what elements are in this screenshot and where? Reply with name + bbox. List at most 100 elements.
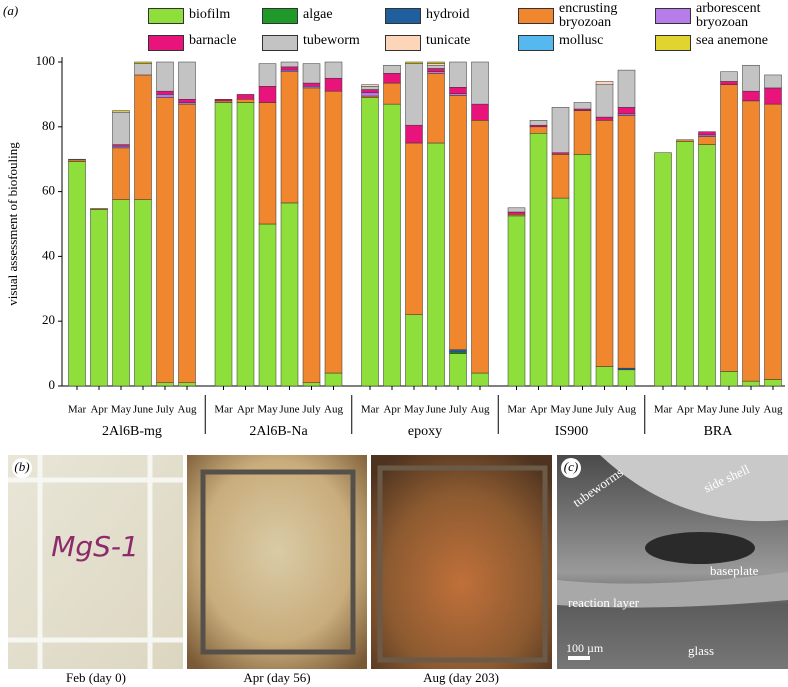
bar-segment (595, 366, 614, 387)
bar-segment (449, 349, 467, 353)
legend-label: algae (303, 7, 333, 22)
frame (200, 469, 356, 655)
bar-segment (324, 90, 343, 374)
bar-segment (698, 136, 716, 145)
bar-segment (112, 199, 130, 387)
x-tick-label: May (404, 404, 425, 416)
x-tick-label: June (133, 404, 153, 416)
bar-segment (258, 86, 277, 103)
bar-segment (112, 147, 130, 200)
bar-segment (405, 142, 423, 315)
bar-segment (617, 369, 636, 387)
legend-swatch (148, 8, 184, 24)
bar-segment (764, 379, 782, 387)
bar-segment (551, 197, 570, 387)
label-badge (561, 458, 581, 478)
x-tick-label: July (156, 404, 175, 416)
x-tick-label: May (550, 404, 571, 416)
bar-segment (449, 61, 467, 88)
x-tick-label: Aug (178, 404, 197, 416)
bar-segment (90, 208, 108, 210)
x-tick-label: July (449, 404, 468, 416)
bar-segment (156, 90, 174, 95)
legend-swatch (262, 8, 298, 24)
bar-segment (471, 103, 489, 121)
legend-label: encrusting bryozoan (559, 1, 618, 30)
bar-segment (258, 102, 277, 225)
scale-bar (568, 656, 590, 660)
bar-segment (178, 103, 196, 384)
bar-segment (134, 61, 152, 64)
bar-segment (324, 61, 343, 79)
bar-segment (280, 61, 299, 68)
bar-segment (280, 66, 299, 71)
bar-segment (573, 110, 592, 155)
bar-segment (236, 94, 255, 100)
x-tick-label: July (302, 404, 321, 416)
legend-label: hydroid (426, 7, 470, 22)
bar-segment (617, 69, 636, 108)
x-tick-label: Apr (90, 404, 107, 416)
x-tick-label: Apr (530, 404, 547, 416)
bar-segment (361, 86, 379, 90)
photo (371, 455, 552, 669)
y-tick-label: 80 (42, 118, 55, 133)
x-tick-label: Mar (214, 404, 233, 416)
bar-segment (383, 64, 401, 74)
bar-segment (405, 124, 423, 144)
bar-segment (324, 372, 343, 387)
bar-segment (654, 152, 672, 387)
bar-segment (595, 84, 614, 118)
label-badge (12, 458, 32, 478)
legend-label: sea anemone (696, 33, 768, 48)
bar-segment (258, 223, 277, 387)
bar-segment (361, 97, 379, 387)
y-tick-label: 60 (42, 183, 55, 198)
bar-segment (68, 161, 86, 387)
bar-segment (68, 158, 86, 161)
panel-label: (b) (14, 459, 29, 474)
frame (8, 455, 183, 669)
x-tick-label: Apr (383, 404, 400, 416)
bar-segment (676, 139, 694, 142)
bar-segment (471, 372, 489, 387)
legend-swatch (385, 35, 421, 51)
bar-segment (529, 133, 548, 387)
bar-segment (361, 89, 379, 94)
bar-segment (529, 126, 548, 134)
bar-segment (383, 103, 401, 387)
x-tick-label: June (426, 404, 446, 416)
x-tick-label: May (257, 404, 278, 416)
bar-segment (698, 144, 716, 387)
bar-segment (573, 154, 592, 387)
bar-segment (178, 99, 196, 103)
legend-label: barnacle (189, 33, 237, 48)
reaction-layer (557, 572, 788, 608)
bar-segment (617, 107, 636, 115)
bar-segment (471, 120, 489, 374)
x-tick-label: Aug (617, 404, 636, 416)
bar-segment (595, 120, 614, 367)
photo (8, 455, 183, 669)
bar-segment (156, 382, 174, 387)
bar-segment (449, 87, 467, 95)
x-tick-label: Mar (654, 404, 673, 416)
x-tick-label: Mar (68, 404, 87, 416)
bar-segment (742, 64, 760, 92)
legend-label: biofilm (189, 7, 231, 22)
bar-segment (742, 100, 760, 382)
caption: Aug (day 203) (423, 670, 499, 685)
x-tick-label: Aug (324, 404, 343, 416)
bar-segment (178, 61, 196, 100)
bar-segment (361, 84, 379, 87)
sem-label: baseplate (710, 563, 759, 578)
bar-segment (617, 115, 636, 369)
bar-segment (383, 73, 401, 84)
legend-label: arborescent bryozoan (696, 1, 761, 30)
x-tick-label: Aug (764, 404, 783, 416)
y-tick-label: 20 (42, 312, 55, 327)
y-tick-label: 40 (42, 247, 55, 262)
group-label: 2Al6B-Na (249, 424, 308, 439)
sample-label: MgS-1 (51, 530, 139, 563)
